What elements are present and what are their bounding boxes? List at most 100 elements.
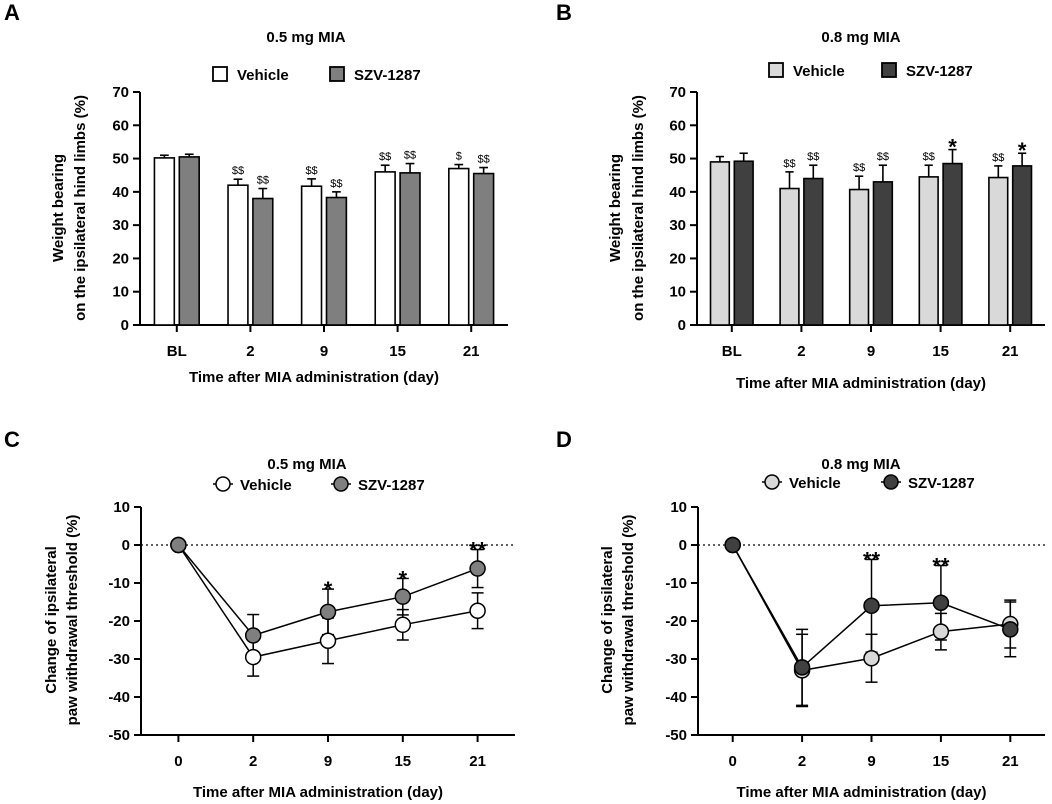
panel-d-y-tick-label-1: 0 <box>679 537 687 554</box>
panel-b-bar-0-3 <box>918 176 939 326</box>
panel-b-legend-swatch-0 <box>768 62 784 78</box>
panel-b-y-tick-label-4: 40 <box>669 184 686 201</box>
panel-d-point-1-2 <box>863 597 880 615</box>
panel-b-bar-1-0 <box>733 160 754 326</box>
panel-d-x-tick-label-2: 9 <box>867 753 875 770</box>
panel-b-y-tick-label-0: 0 <box>678 317 686 334</box>
panel-b-x-tick-label-1: 2 <box>797 343 805 360</box>
panel-d-annotation-3: ** <box>932 554 950 579</box>
panel-a-y-tick-label-3: 30 <box>112 217 129 234</box>
panel-d-point-1-4 <box>1002 621 1019 638</box>
panel-a-legend-swatch-1 <box>329 66 345 82</box>
panel-c-x-tick-label-1: 2 <box>249 753 257 770</box>
panel-a-legend-label-0: Vehicle <box>237 67 289 84</box>
panel-b-sig-0-2: $$ <box>853 162 865 174</box>
panel-a-bar-0-0 <box>153 157 176 326</box>
panel-d-y-tick-label-5: -40 <box>665 689 687 706</box>
panel-c-x-tick-label-3: 15 <box>394 753 411 770</box>
panel-c-y-tick-label-6: -50 <box>108 727 130 744</box>
panel-d-x-tick-label-0: 0 <box>729 753 737 770</box>
panel-a-sig-0-1: $$ <box>232 165 244 177</box>
panel-a-y-tick-label-2: 20 <box>112 250 129 267</box>
panel-b-y-axis-title-1: on the ipsilateral hind limbs (%) <box>630 95 647 321</box>
panel-b-legend-label-0: Vehicle <box>793 63 845 80</box>
panel-a-sig-1-4: $$ <box>478 154 490 166</box>
panel-d-legend-marker-1 <box>883 474 899 490</box>
panel-b-sig-1-2: $$ <box>877 151 889 163</box>
panel-c-point-0-3 <box>394 616 412 634</box>
panel-d-legend-label-1: SZV-1287 <box>908 475 975 492</box>
panel-a-x-tick-label-1: 2 <box>246 343 254 360</box>
panel-b-bar-0-2 <box>848 188 870 326</box>
panel-c-y-axis-title-0: Change of ipsilateral <box>43 546 60 694</box>
panel-d-point-0-2 <box>863 649 880 667</box>
panel-a-bar-1-2 <box>325 196 348 326</box>
panel-b-sig-1-3: * <box>948 135 957 160</box>
panel-a-x-axis-title: Time after MIA administration (day) <box>189 369 439 386</box>
panel-d-y-tick-label-6: -50 <box>665 727 687 744</box>
panel-a-bar-1-4 <box>472 172 495 326</box>
panel-c-point-0-2 <box>319 632 337 650</box>
panel-d-legend-marker-0 <box>764 474 780 490</box>
panel-a-bar-0-1 <box>227 184 249 326</box>
panel-c-point-1-2 <box>319 603 337 621</box>
panel-a-bar-0-3 <box>374 171 396 326</box>
panel-c-y-tick-label-0: 10 <box>113 499 130 516</box>
panel-d-chart: 0.8 mg MIA Vehicle SZV-1287 10 0 -10 -20 -30 -40… <box>599 456 1045 801</box>
panel-b-x-tick-label-4: 21 <box>1002 343 1019 360</box>
panel-a-y-tick-label-1: 10 <box>112 284 129 301</box>
panel-a-x-tick-label-0: BL <box>167 343 187 360</box>
panel-c-legend-label-1: SZV-1287 <box>358 477 425 494</box>
panel-letter-a: A <box>4 0 20 25</box>
panel-c-point-1-0 <box>170 536 187 554</box>
panel-c-annotation-4: ** <box>469 538 487 563</box>
panel-a-y-tick-label-5: 50 <box>112 151 129 168</box>
panel-b-y-tick-label-3: 30 <box>669 217 686 234</box>
panel-a-x-tick-label-4: 21 <box>463 343 480 360</box>
panel-b-y-tick-label-5: 50 <box>669 151 686 168</box>
panel-c-legend-label-0: Vehicle <box>240 477 292 494</box>
panel-letter-d: D <box>556 427 572 452</box>
panel-c-x-tick-label-2: 9 <box>324 753 332 770</box>
panel-a-legend-swatch-0 <box>212 66 228 82</box>
panel-d-x-axis-title: Time after MIA administration (day) <box>736 784 986 801</box>
panel-b-bar-1-4 <box>1011 165 1033 326</box>
panel-b-y-axis-title-0: Weight bearing <box>607 154 624 262</box>
panel-d-title: 0.8 mg MIA <box>821 456 900 473</box>
panel-a-legend-label-1: SZV-1287 <box>354 67 421 84</box>
panel-d-point-1-1 <box>793 659 811 676</box>
panel-d-x-tick-label-3: 15 <box>933 753 950 770</box>
panel-a-bar-1-0 <box>178 156 200 326</box>
panel-b-sig-1-1: $$ <box>807 151 819 163</box>
panel-b-x-tick-label-0: BL <box>722 343 742 360</box>
panel-d-y-axis-title-0: Change of ipsilateral <box>599 546 616 694</box>
panel-c-annotation-3: * <box>399 566 408 591</box>
panel-d-y-tick-label-3: -20 <box>665 613 687 630</box>
panel-b-bar-1-3 <box>942 162 963 326</box>
panel-d-y-axis-title-1: paw withdrawal threshold (%) <box>620 515 637 726</box>
panel-b-bar-0-4 <box>988 176 1009 326</box>
panel-letter-c: C <box>4 427 20 452</box>
panel-a-sig-1-3: $$ <box>404 150 416 162</box>
panel-d-x-tick-label-4: 21 <box>1002 753 1019 770</box>
panel-c-point-1-4 <box>469 560 486 577</box>
panel-c-y-axis-title-1: paw withdrawal threshold (%) <box>64 515 81 726</box>
panel-c-x-tick-label-4: 21 <box>469 753 486 770</box>
panel-a-sig-0-4: $ <box>456 151 462 163</box>
panel-a-y-axis-title-1: on the ipsilateral hind limbs (%) <box>72 95 89 321</box>
panel-a-sig-1-1: $$ <box>257 175 269 187</box>
panel-c-y-tick-label-5: -40 <box>108 689 130 706</box>
panel-c-legend-marker-1 <box>333 476 349 492</box>
panel-b-legend-swatch-1 <box>881 62 897 78</box>
panel-a-x-tick-label-2: 9 <box>320 343 328 360</box>
panel-b-y-tick-label-6: 60 <box>669 117 686 134</box>
panel-c-legend-marker-0 <box>215 476 231 492</box>
panel-b-title: 0.8 mg MIA <box>821 29 900 46</box>
panel-b-chart: 0.8 mg MIA Vehicle SZV-1287 0 10 20 30 40 50 60 70… <box>607 29 1045 392</box>
panel-b-x-tick-label-2: 9 <box>867 343 875 360</box>
panel-c-y-tick-label-3: -20 <box>108 613 130 630</box>
panel-c-x-tick-label-0: 0 <box>174 753 182 770</box>
panel-a-sig-0-3: $$ <box>379 151 391 163</box>
panel-c-annotation-2: * <box>324 577 333 602</box>
